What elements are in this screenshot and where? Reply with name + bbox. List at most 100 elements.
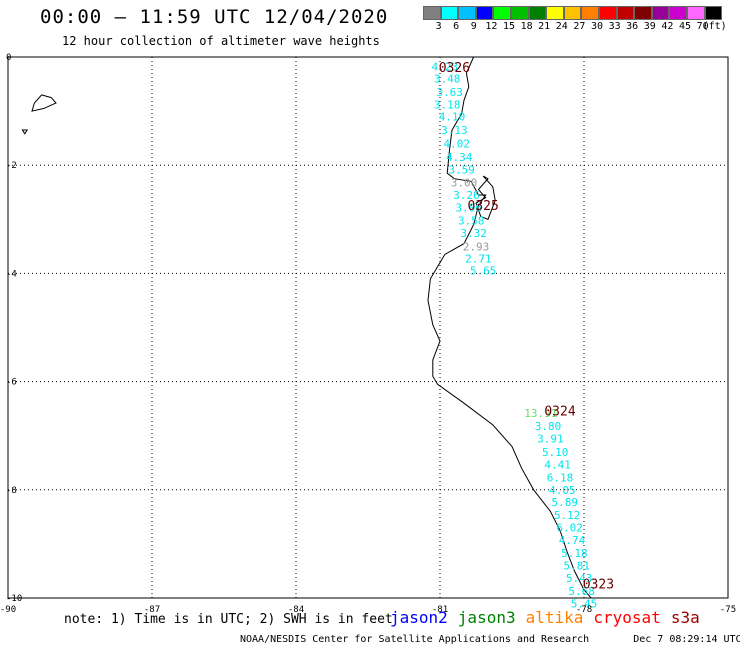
wave-height-value: 3.91 (537, 432, 564, 445)
wave-height-value: 5.12 (554, 509, 581, 522)
wave-height-value: 3.48 (434, 73, 461, 86)
color-scale-label: 21 (538, 21, 551, 32)
color-scale-legend (423, 6, 723, 20)
island-outline (31, 94, 57, 112)
color-scale-label: 30 (590, 21, 604, 32)
color-scale-label: 42 (661, 21, 674, 32)
color-swatch (475, 6, 494, 20)
wave-height-value: 3.59 (448, 164, 475, 177)
pass-time-label: 0323 (583, 577, 614, 592)
satellite-legend-item: cryosat (593, 608, 661, 627)
wave-height-value: 5.10 (542, 446, 569, 459)
color-scale-label: 27 (573, 21, 586, 32)
wave-height-value: 5.81 (564, 560, 591, 573)
wave-height-value: 3.58 (458, 214, 485, 227)
color-scale-label: 36 (626, 21, 639, 32)
x-tick-label: -81 (432, 605, 448, 615)
wave-height-value: 3.13 (441, 124, 468, 137)
map-title: 00:00 – 11:59 UTC 12/04/2020 (40, 6, 389, 28)
wave-height-value: 4.34 (446, 151, 473, 164)
color-scale-label: 6 (453, 21, 460, 32)
color-swatch (634, 6, 652, 20)
color-scale-label: 24 (555, 21, 568, 32)
wave-height-value: 6.18 (547, 471, 574, 484)
wave-height-value: 3.18 (434, 99, 461, 112)
color-scale-label: 3 (435, 21, 442, 32)
color-swatch (651, 6, 670, 20)
color-scale-label: (ft) (702, 21, 727, 32)
wave-height-value: 3.32 (460, 227, 487, 240)
color-swatch (686, 6, 705, 20)
wave-height-value: 13.91 (524, 407, 557, 420)
note-text: note: 1) Time is in UTC; 2) SWH is in fe… (64, 612, 393, 627)
satellite-legend-item: altika (525, 608, 584, 627)
color-swatch (563, 6, 582, 20)
map-frame (7, 56, 729, 599)
color-scale-label: 12 (485, 21, 498, 32)
pass-time-label: 0326 (439, 61, 470, 76)
y-tick-label: 0 (6, 53, 11, 63)
wave-height-value: 3.80 (535, 420, 562, 433)
color-swatch (616, 6, 635, 20)
color-swatch (546, 6, 564, 20)
wave-height-value: 2.71 (465, 252, 492, 265)
color-swatch (704, 6, 723, 20)
satellite-legend: jason2 jason3 altika cryosat s3a (390, 608, 710, 627)
y-tick-label: -2 (6, 161, 17, 171)
wave-height-value: 5.65 (470, 265, 497, 278)
y-tick-label: -4 (6, 269, 17, 279)
color-scale-label: 18 (520, 21, 533, 32)
color-scale-label: 9 (470, 21, 477, 32)
x-tick-label: -78 (576, 605, 592, 615)
x-tick-label: -75 (720, 605, 736, 615)
color-scale-label: 39 (643, 21, 656, 32)
wave-height-value: 3.06 (456, 201, 483, 214)
wave-height-value: 5.68 (568, 585, 595, 598)
color-swatch (598, 6, 617, 20)
coastline (427, 56, 592, 599)
pass-time-label: 0324 (544, 404, 575, 419)
wave-height-value: 3.63 (436, 86, 463, 99)
wave-height-value: 4.10 (439, 111, 466, 124)
wave-height-value: 4.23 (432, 61, 459, 74)
wave-height-value: 4.74 (559, 534, 586, 547)
wave-height-value: 5.45 (571, 597, 598, 610)
map-subtitle: 12 hour collection of altimeter wave hei… (62, 34, 380, 48)
wave-height-value: 6.02 (556, 522, 583, 535)
x-tick-label: -84 (288, 605, 304, 615)
color-swatch (440, 6, 459, 20)
island-outline (21, 129, 29, 135)
color-scale-label: 33 (608, 21, 621, 32)
color-swatch (423, 6, 441, 20)
footer-credit: NOAA/NESDIS Center for Satellite Applica… (240, 634, 590, 645)
satellite-legend-item: jason2 (390, 608, 448, 627)
color-swatch (493, 6, 511, 20)
color-swatch (528, 6, 547, 20)
y-tick-label: -10 (6, 594, 22, 604)
x-tick-label: -90 (0, 605, 16, 615)
wave-height-value: 4.02 (444, 138, 471, 151)
color-scale-label: 45 (678, 21, 692, 32)
wave-height-value: 3.00 (451, 177, 478, 190)
wave-height-value: 3.26 (453, 189, 480, 202)
wave-height-value: 5.43 (566, 572, 593, 585)
wave-height-value: 4.05 (549, 484, 576, 497)
color-swatch (510, 6, 529, 20)
y-tick-label: -6 (6, 378, 17, 388)
color-swatch (669, 6, 687, 20)
pass-time-label: 0325 (468, 199, 499, 214)
satellite-legend-item: jason3 (457, 608, 516, 627)
color-scale-labels: 3 6 9 12 15 18 21 24 27 30 33 36 39 42 45 70 (ft) (423, 21, 727, 33)
satellite-legend-item: s3a (670, 608, 700, 627)
y-tick-label: -8 (6, 486, 17, 496)
footer: NOAA/NESDIS Center for Satellite Applica… (240, 634, 740, 645)
footer-timestamp: Dec 7 08:29:14 UTC 2020 (633, 634, 740, 645)
wave-height-value: 2.93 (463, 240, 490, 253)
color-scale-label: 70 (696, 21, 709, 32)
x-tick-label: -87 (144, 605, 160, 615)
wave-height-value: 4.41 (544, 458, 571, 471)
color-scale-label: 15 (502, 21, 516, 32)
wave-height-value: 5.18 (561, 547, 588, 560)
color-swatch (458, 6, 476, 20)
